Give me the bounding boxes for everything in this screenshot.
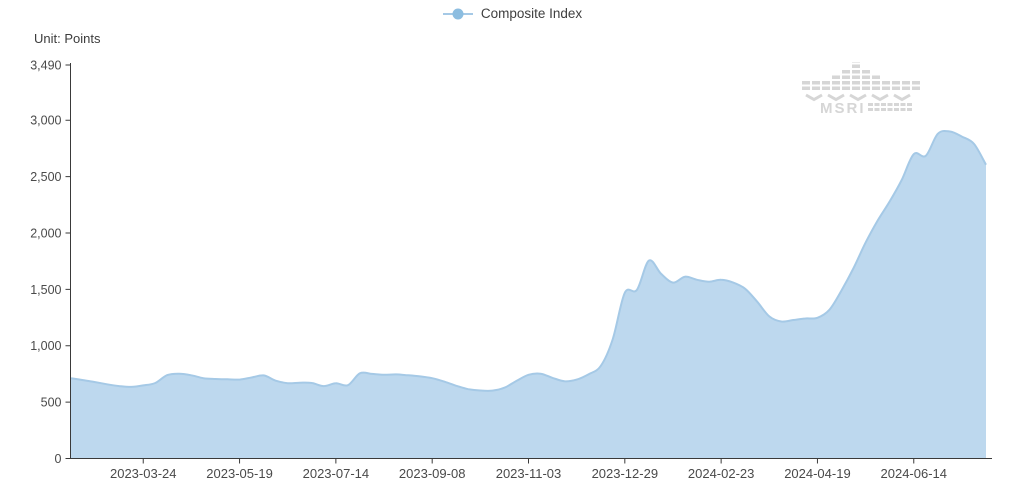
y-axis-tick-label: 2,000: [30, 226, 61, 240]
y-axis-tick-label: 0: [55, 452, 62, 466]
unit-label: Unit: Points: [34, 31, 101, 46]
y-axis-tick-label: 2,500: [30, 170, 61, 184]
legend-item-composite-index[interactable]: Composite Index: [442, 6, 582, 21]
y-axis-tick-label: 1,000: [30, 339, 61, 353]
y-axis-tick-label: 1,500: [30, 283, 61, 297]
x-axis-tick-label: 2023-12-29: [592, 466, 659, 481]
x-axis-tick-label: 2023-03-24: [110, 466, 177, 481]
x-axis-tick-label: 2024-04-19: [784, 466, 851, 481]
legend-marker-icon: [442, 8, 473, 19]
legend-label: Composite Index: [480, 6, 583, 21]
x-axis-tick-label: 2023-09-08: [399, 466, 466, 481]
x-axis-tick-label: 2023-11-03: [496, 466, 562, 481]
x-axis-tick-label: 2023-05-19: [206, 466, 273, 481]
y-axis-tick-label: 3,490: [30, 59, 61, 73]
series-line: [70, 129, 987, 392]
legend: Composite Index: [0, 6, 1024, 21]
x-axis-tick-label: 2024-06-14: [881, 466, 948, 481]
x-axis-tick-label: 2023-07-14: [303, 466, 370, 481]
y-axis-tick-label: 500: [41, 396, 62, 410]
x-axis-tick-label: 2024-02-23: [688, 466, 755, 481]
area-series-fill: [71, 130, 986, 459]
y-axis-tick-label: 3,000: [30, 114, 61, 128]
